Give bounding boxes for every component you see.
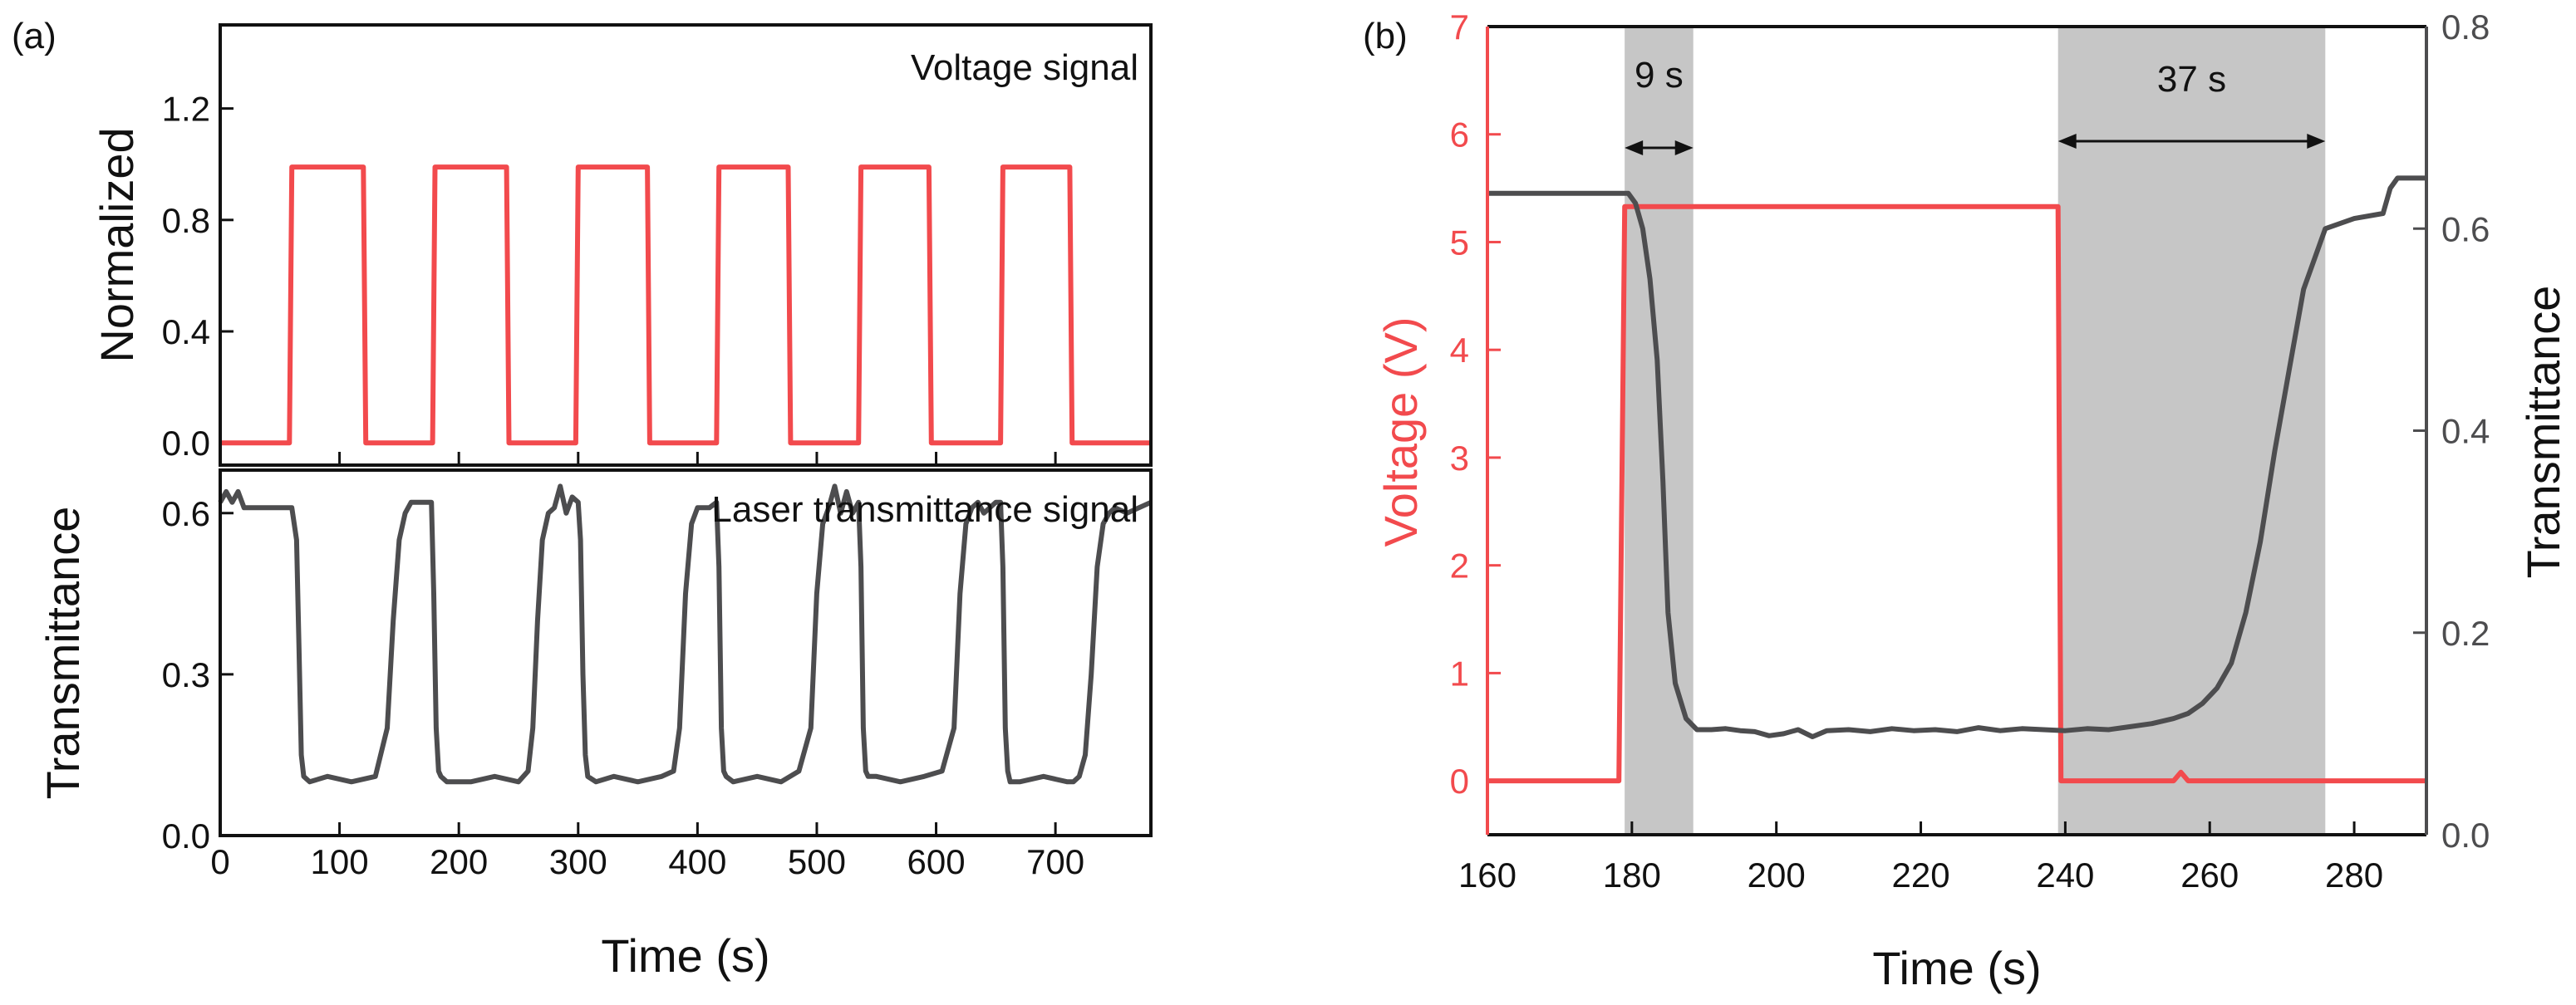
b-xtick-label: 280 <box>2325 855 2383 895</box>
b-duration-arrowhead-left-2 <box>2057 134 2077 149</box>
b-duration-annotations: 9 s 37 s <box>1625 55 2326 155</box>
b-xlabel: Time (s) <box>1872 942 2041 994</box>
a-top-ytick-label: 0.0 <box>162 424 210 463</box>
b-ticks: 160 180 200 220 240 260 280 0 1 2 3 4 5 6 7 0.0 0.2 0.4 0.… <box>1450 7 2490 895</box>
a-top-ytick-label: 0.4 <box>162 312 210 351</box>
a-top-ytick-label: 1.2 <box>162 90 210 129</box>
b-duration-arrowhead-right-1 <box>1674 140 1694 155</box>
a-xtick-label: 700 <box>1026 842 1084 881</box>
a-top-plot-area <box>220 164 1151 446</box>
b-left-ytick-label: 0 <box>1450 762 1469 801</box>
b-duration-label-2: 37 s <box>2157 59 2226 100</box>
a-xtick-label: 400 <box>668 842 726 881</box>
a-xtick-label: 300 <box>549 842 607 881</box>
a-bottom-ytick-label: 0.0 <box>162 816 210 855</box>
b-left-ylabel: Voltage (V) <box>1374 316 1427 547</box>
a-bottom-annotation: Laser transmittance signal <box>711 489 1138 530</box>
a-bottom-ticks: 0.0 0.3 0.6 0 100 200 300 400 500 600 700 <box>162 494 1085 881</box>
a-xlabel: Time (s) <box>601 929 769 982</box>
b-xtick-label: 220 <box>1891 855 1949 895</box>
b-shaded-regions <box>1625 27 2326 835</box>
b-xtick-label: 180 <box>1603 855 1661 895</box>
panel-a-label: (a) <box>12 16 57 56</box>
b-left-ytick-label: 1 <box>1450 654 1469 693</box>
a-bottom-series-line <box>218 483 1153 785</box>
b-xtick-label: 160 <box>1458 855 1517 895</box>
a-xtick-label: 600 <box>907 842 965 881</box>
a-top-ytick-label: 0.8 <box>162 201 210 240</box>
a-bottom-ytick-label: 0.6 <box>162 494 210 533</box>
b-right-ytick-label: 0.0 <box>2441 816 2490 855</box>
b-xtick-label: 260 <box>2180 855 2239 895</box>
panel-b-label: (b) <box>1363 16 1408 56</box>
b-right-ytick-label: 0.6 <box>2441 209 2490 248</box>
b-right-ylabel: Transmittance <box>2517 286 2569 579</box>
a-top-series-line <box>220 164 1151 446</box>
a-xtick-label: 100 <box>311 842 369 881</box>
a-top-ylabel: Normalized <box>91 127 143 362</box>
b-series-transmittance-line <box>1487 175 2426 739</box>
a-bottom-frame <box>219 468 1153 837</box>
b-duration-label-1: 9 s <box>1635 55 1684 96</box>
b-left-ytick-label: 6 <box>1450 115 1469 154</box>
a-xtick-label: 200 <box>430 842 488 881</box>
b-left-ytick-label: 2 <box>1450 547 1469 586</box>
b-xtick-label: 200 <box>1748 855 1806 895</box>
b-left-ytick-label: 3 <box>1450 439 1469 478</box>
b-left-ytick-label: 4 <box>1450 331 1469 370</box>
b-duration-arrowhead-left-1 <box>1625 140 1644 155</box>
a-xtick-label: 500 <box>788 842 846 881</box>
b-right-ytick-label: 0.4 <box>2441 412 2490 451</box>
b-right-ytick-label: 0.2 <box>2441 614 2490 653</box>
b-left-ytick-label: 5 <box>1450 223 1469 262</box>
b-duration-arrowhead-right-2 <box>2307 134 2326 149</box>
a-bottom-plot-area <box>218 483 1153 785</box>
a-top-annotation: Voltage signal <box>911 47 1138 88</box>
a-top-frame <box>219 23 1153 467</box>
a-bottom-ylabel: Transmittance <box>37 507 89 800</box>
b-plot-area <box>1487 175 2426 784</box>
b-right-ytick-label: 0.8 <box>2441 7 2490 47</box>
a-top-ticks: 0.0 0.4 0.8 1.2 <box>162 90 1057 465</box>
b-left-ytick-label: 7 <box>1450 7 1469 47</box>
b-xtick-label: 240 <box>2036 855 2094 895</box>
a-bottom-ytick-label: 0.3 <box>162 655 210 694</box>
b-series-voltage-line <box>1487 203 2426 784</box>
a-xtick-label: 0 <box>210 842 229 881</box>
